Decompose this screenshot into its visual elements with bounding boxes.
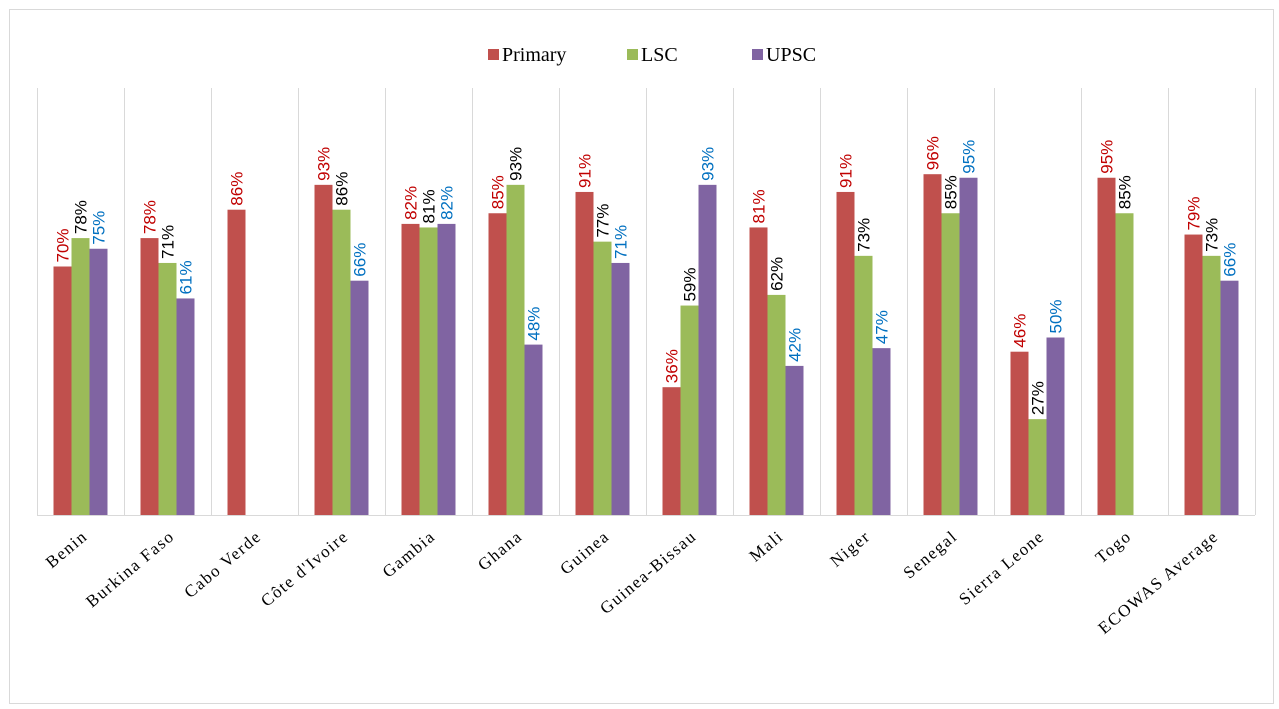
data-label: 95% xyxy=(1098,140,1117,174)
bar-lsc xyxy=(332,209,351,515)
bar-primary xyxy=(575,191,594,515)
data-label: 91% xyxy=(576,154,595,188)
data-label: 70% xyxy=(54,228,73,262)
bar-primary xyxy=(314,184,333,515)
data-label: 62% xyxy=(768,257,787,291)
bar-lsc xyxy=(419,227,438,515)
data-label: 46% xyxy=(1011,314,1030,348)
data-label: 86% xyxy=(333,172,352,206)
bar-primary xyxy=(140,238,159,515)
bar-upsc xyxy=(1046,337,1065,515)
data-label: 66% xyxy=(351,243,370,277)
data-label: 85% xyxy=(489,175,508,209)
data-label: 91% xyxy=(837,154,856,188)
category-label: Mali xyxy=(746,527,787,566)
bar-upsc xyxy=(1220,280,1239,515)
data-label: 86% xyxy=(228,172,247,206)
category-label: Ghana xyxy=(474,527,526,575)
data-label: 78% xyxy=(141,200,160,234)
bar-upsc xyxy=(872,348,891,515)
data-label: 78% xyxy=(72,200,91,234)
bar-primary xyxy=(749,227,768,515)
data-label: 66% xyxy=(1221,243,1240,277)
data-label: 47% xyxy=(873,310,892,344)
data-label: 75% xyxy=(90,211,109,245)
bar-upsc xyxy=(959,177,978,515)
data-label: 71% xyxy=(612,225,631,259)
bar-primary xyxy=(1184,234,1203,516)
bar-lsc xyxy=(680,305,699,515)
bar-upsc xyxy=(698,184,717,515)
data-label: 42% xyxy=(786,328,805,362)
data-label: 93% xyxy=(699,147,718,181)
data-label: 50% xyxy=(1047,299,1066,333)
data-label: 61% xyxy=(177,260,196,294)
bar-upsc xyxy=(350,280,369,515)
bar-primary xyxy=(1010,351,1029,515)
legend-swatch-upsc xyxy=(752,49,763,60)
bar-primary xyxy=(1097,177,1116,515)
legend-label-primary: Primary xyxy=(502,44,566,66)
bar-upsc xyxy=(176,298,195,515)
data-label: 95% xyxy=(960,140,979,174)
bar-lsc xyxy=(767,294,786,515)
bar-primary xyxy=(836,191,855,515)
data-label: 85% xyxy=(1116,175,1135,209)
bar-lsc xyxy=(1028,419,1047,515)
bar-lsc xyxy=(158,262,177,515)
data-label: 73% xyxy=(1203,218,1222,252)
category-label: Senegal xyxy=(900,527,961,583)
data-label: 77% xyxy=(594,204,613,238)
bar-primary xyxy=(53,266,72,515)
data-label: 82% xyxy=(438,186,457,220)
bar-upsc xyxy=(524,344,543,515)
data-label: 93% xyxy=(315,147,334,181)
category-label: Cabo Verde xyxy=(180,527,265,602)
data-label: 73% xyxy=(855,218,874,252)
bar-lsc xyxy=(593,241,612,515)
legend-swatch-lsc xyxy=(627,49,638,60)
legend-label-lsc: LSC xyxy=(641,44,678,66)
bar-upsc xyxy=(89,248,108,515)
bar-primary xyxy=(401,223,420,515)
data-label: 79% xyxy=(1185,197,1204,231)
bar-primary xyxy=(662,387,681,515)
data-label: 36% xyxy=(663,349,682,383)
bar-upsc xyxy=(785,365,804,515)
legend-swatch-primary xyxy=(488,49,499,60)
category-label: Gambia xyxy=(379,527,439,582)
category-label: Sierra Leone xyxy=(955,527,1048,609)
category-label: Niger xyxy=(826,527,874,571)
data-label: 93% xyxy=(507,147,526,181)
bar-primary xyxy=(488,213,507,515)
category-label: Guinea xyxy=(556,527,613,579)
bar-lsc xyxy=(1115,213,1134,515)
data-label: 48% xyxy=(525,307,544,341)
bar-lsc xyxy=(506,184,525,515)
data-label: 96% xyxy=(924,136,943,170)
bar-upsc xyxy=(437,223,456,515)
bar-primary xyxy=(227,209,246,515)
data-label: 85% xyxy=(942,175,961,209)
bar-lsc xyxy=(1202,255,1221,515)
legend-label-upsc: UPSC xyxy=(766,44,816,66)
data-label: 81% xyxy=(420,189,439,223)
data-label: 81% xyxy=(750,189,769,223)
category-label: Togo xyxy=(1092,527,1135,568)
bar-lsc xyxy=(71,238,90,515)
data-label: 82% xyxy=(402,186,421,220)
category-label: Côte d'Ivoire xyxy=(257,527,352,611)
bar-lsc xyxy=(854,255,873,515)
bar-primary xyxy=(923,174,942,515)
data-label: 71% xyxy=(159,225,178,259)
data-label: 59% xyxy=(681,268,700,302)
bar-upsc xyxy=(611,262,630,515)
bar-lsc xyxy=(941,213,960,515)
category-label: Burkina Faso xyxy=(82,527,178,612)
category-label: Benin xyxy=(42,527,91,572)
data-label: 27% xyxy=(1029,381,1048,415)
